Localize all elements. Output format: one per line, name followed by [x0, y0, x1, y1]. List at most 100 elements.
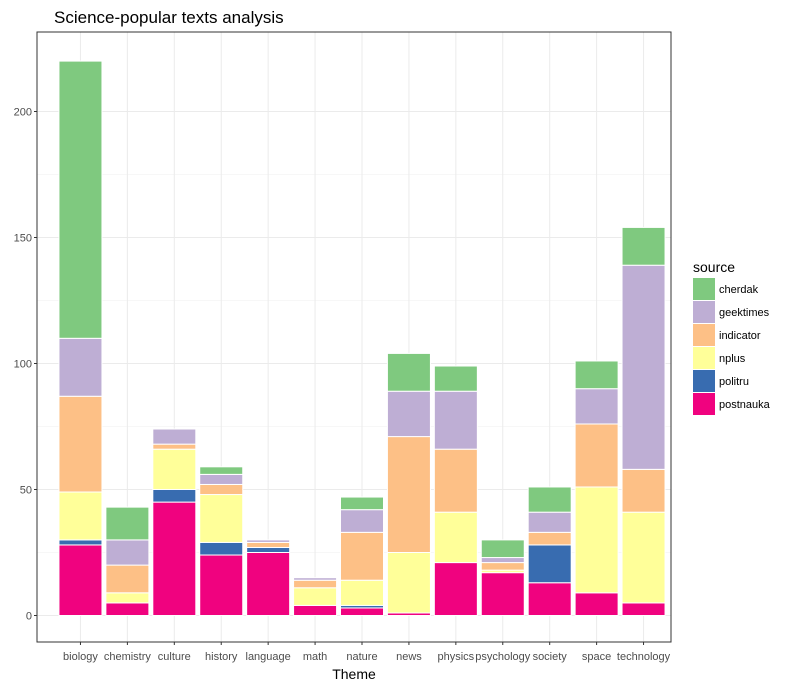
bar-segment-society-politru — [527, 544, 572, 584]
bar-segment-physics-postnauka — [433, 562, 478, 617]
bar-segment-technology-postnauka — [621, 602, 666, 617]
legend-key-politru — [693, 370, 715, 392]
y-axis: 0 50 100 150 200 — [14, 107, 37, 623]
bar-segment-news-nplus — [386, 552, 431, 614]
bar-segment-culture-geektimes — [152, 428, 197, 445]
x-tick-label-chemistry: chemistry — [104, 651, 152, 663]
bar-segment-culture-politru — [152, 489, 197, 503]
bar-segment-news-cherdak — [386, 352, 431, 392]
bar-segment-language-politru — [246, 546, 291, 554]
bar-segment-nature-nplus — [340, 579, 384, 606]
bar-segment-history-cherdak — [199, 466, 244, 475]
legend-label-indicator: indicator — [719, 330, 761, 342]
x-tick-label-news: news — [396, 651, 422, 663]
x-tick-label-space: space — [582, 651, 611, 663]
y-tick-label: 0 — [26, 611, 32, 623]
bar-segment-nature-postnauka — [340, 607, 384, 617]
legend-key-geektimes — [693, 301, 715, 323]
bar-segment-psychology-indicator — [480, 562, 525, 571]
bar-segment-biology-nplus — [58, 491, 103, 541]
x-axis: biology chemistry culture history language ma… — [63, 642, 671, 663]
legend-key-cherdak — [693, 278, 715, 300]
x-tick-label-language: language — [246, 651, 291, 663]
bar-segment-history-geektimes — [199, 473, 244, 485]
bar-segment-physics-nplus — [433, 511, 478, 564]
legend-key-postnauka — [693, 393, 715, 415]
bar-segment-technology-geektimes — [621, 264, 666, 470]
bar-segment-nature-cherdak — [340, 496, 384, 511]
bar-segment-society-indicator — [527, 531, 572, 546]
legend-key-nplus — [693, 347, 715, 369]
bar-segment-space-postnauka — [574, 592, 619, 617]
bar-segment-history-postnauka — [199, 554, 244, 617]
bar-segment-space-indicator — [574, 423, 619, 488]
bar-segment-space-nplus — [574, 486, 619, 594]
bar-segment-chemistry-cherdak — [105, 506, 150, 541]
legend-label-geektimes: geektimes — [719, 307, 770, 319]
bar-segment-psychology-geektimes — [480, 557, 525, 564]
bar-segment-math-indicator — [293, 579, 338, 589]
bar-segment-chemistry-geektimes — [105, 539, 150, 566]
bar-segment-chemistry-indicator — [105, 564, 150, 594]
bar-segment-technology-cherdak — [621, 226, 666, 266]
bar-segment-nature-indicator — [340, 531, 384, 581]
y-tick-label: 100 — [14, 359, 32, 371]
bar-segment-physics-cherdak — [433, 365, 478, 392]
legend: source cherdak geektimes indicator nplus pol… — [693, 259, 771, 415]
legend-label-postnauka: postnauka — [719, 399, 771, 411]
plot-border — [36, 31, 672, 643]
x-axis-title: Theme — [332, 666, 376, 682]
x-tick-label-math: math — [303, 651, 327, 663]
bar-segment-technology-indicator — [621, 468, 666, 513]
bar-segment-space-cherdak — [574, 360, 619, 390]
bar-segment-physics-geektimes — [433, 390, 478, 450]
x-tick-label-society: society — [533, 651, 568, 663]
bar-segment-history-politru — [199, 541, 244, 556]
chart-title: Science-popular texts analysis — [54, 8, 284, 27]
bar-segment-psychology-postnauka — [480, 572, 525, 616]
bar-segment-technology-nplus — [621, 511, 666, 604]
bar-segment-biology-cherdak — [58, 60, 103, 339]
legend-label-politru: politru — [719, 376, 749, 388]
x-tick-label-history: history — [205, 651, 238, 663]
bar-segment-language-postnauka — [246, 552, 291, 616]
bar-segment-math-geektimes — [293, 577, 338, 581]
bar-segment-math-nplus — [293, 587, 338, 606]
bar-segment-news-indicator — [386, 436, 431, 553]
bar-segment-biology-postnauka — [58, 544, 103, 616]
bar-segment-culture-nplus — [152, 448, 197, 490]
legend-key-indicator — [693, 324, 715, 346]
bar-segment-psychology-cherdak — [480, 539, 525, 559]
bar-segment-chemistry-nplus — [105, 592, 150, 604]
legend-label-cherdak: cherdak — [719, 284, 759, 296]
x-tick-label-culture: culture — [158, 651, 191, 663]
bar-segment-history-indicator — [199, 483, 244, 496]
x-tick-label-psychology: psychology — [475, 651, 531, 663]
x-tick-label-biology: biology — [63, 651, 98, 663]
bar-segment-history-nplus — [199, 494, 244, 543]
bars — [58, 60, 666, 617]
x-tick-label-nature: nature — [346, 651, 377, 663]
bar-segment-math-postnauka — [293, 604, 338, 616]
bar-segment-news-geektimes — [386, 390, 431, 438]
bar-segment-biology-indicator — [58, 395, 103, 493]
bar-segment-chemistry-postnauka — [105, 602, 150, 617]
bar-segment-biology-politru — [58, 539, 103, 546]
bar-segment-nature-geektimes — [340, 509, 384, 533]
bar-segment-society-geektimes — [527, 511, 572, 533]
bar-segment-biology-geektimes — [58, 337, 103, 397]
y-tick-label: 200 — [14, 107, 32, 119]
bar-segment-space-geektimes — [574, 388, 619, 425]
bar-segment-culture-postnauka — [152, 501, 197, 617]
bar-segment-culture-indicator — [152, 443, 197, 450]
y-tick-label: 50 — [20, 485, 32, 497]
x-tick-label-technology: technology — [617, 651, 671, 663]
bar-segment-society-postnauka — [527, 582, 572, 616]
bar-segment-language-geektimes — [246, 539, 291, 543]
legend-label-nplus: nplus — [719, 353, 746, 365]
x-tick-label-physics: physics — [438, 651, 475, 663]
bar-segment-society-cherdak — [527, 486, 572, 513]
y-tick-label: 150 — [14, 233, 32, 245]
legend-title: source — [693, 259, 735, 275]
